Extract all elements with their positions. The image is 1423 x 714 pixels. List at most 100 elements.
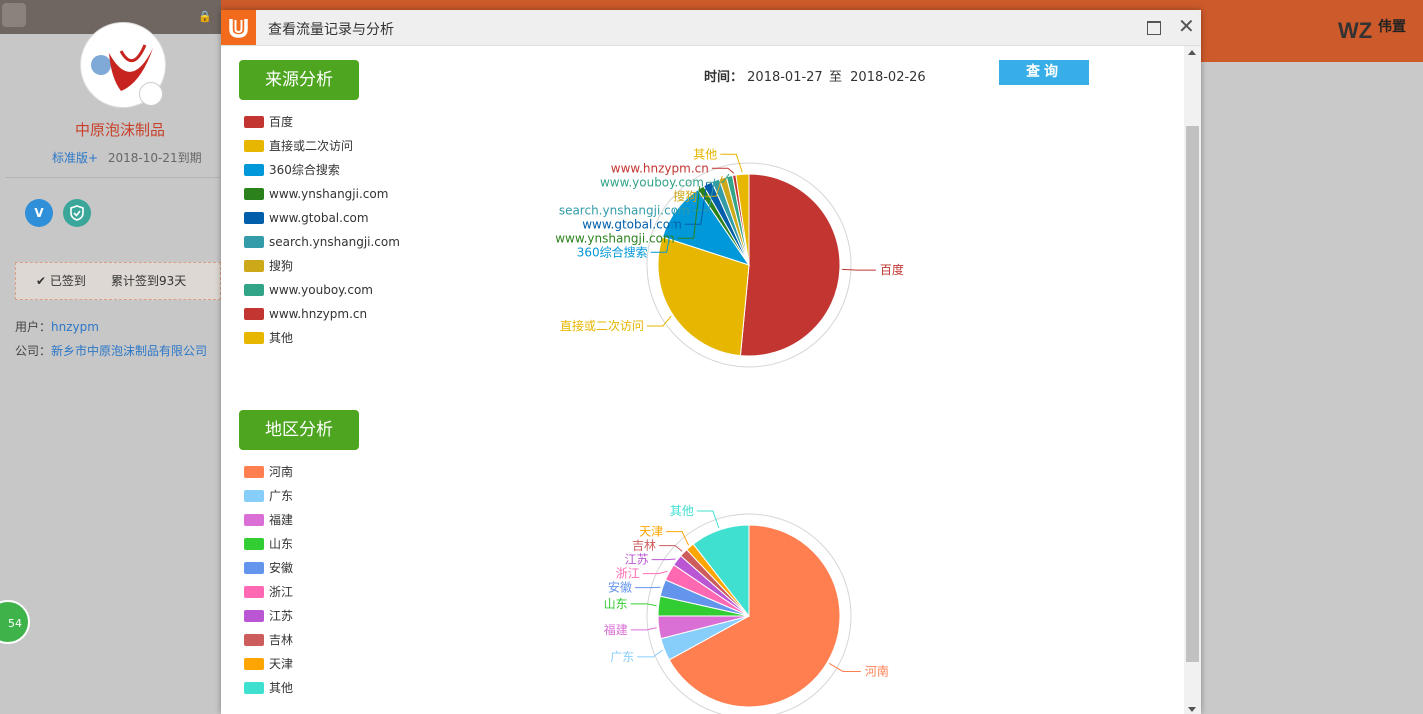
pie-charts: 百度其他www.hnzypm.cnwww.youboy.com搜狗search.…	[555, 147, 904, 714]
slice-label: 百度	[880, 262, 904, 277]
legend-item[interactable]: 江苏	[244, 604, 293, 628]
user-row: 用户：hnzypm	[15, 318, 99, 335]
checkin-status[interactable]: ✔ 已签到	[36, 274, 86, 288]
slice-label: 广东	[610, 650, 634, 664]
slice-label: 山东	[604, 597, 628, 611]
scroll-up-arrow-icon[interactable]	[1188, 50, 1196, 55]
legend-item[interactable]: www.hnzypm.cn	[244, 302, 400, 326]
legend-swatch	[244, 681, 264, 694]
pie-slice[interactable]	[692, 524, 750, 618]
slice-label: 天津	[639, 525, 663, 539]
pie-outer-ring	[646, 162, 852, 368]
legend-item[interactable]: 吉林	[244, 628, 293, 652]
slice-label: 直接或二次访问	[560, 318, 644, 333]
v-verify-icon[interactable]: V	[25, 199, 53, 227]
label-leader-line	[841, 268, 876, 271]
close-icon[interactable]: ✕	[1178, 14, 1195, 38]
pie-slice[interactable]	[668, 524, 841, 708]
legend-swatch	[244, 537, 264, 550]
legend-label: www.ynshangji.com	[269, 187, 389, 201]
user-label: 用户：	[15, 320, 52, 334]
legend-label: www.youboy.com	[269, 283, 373, 297]
legend-item[interactable]: 天津	[244, 652, 293, 676]
label-leader-line	[700, 175, 723, 197]
checkin-panel	[15, 262, 221, 300]
lock-icon[interactable]: 🔒	[198, 10, 212, 23]
legend-item[interactable]: 浙江	[244, 580, 293, 604]
end-date[interactable]: 2018-02-26	[850, 70, 926, 85]
slice-label: 安徽	[608, 580, 632, 595]
label-leader-line	[711, 167, 735, 174]
legend-label: 其他	[269, 331, 294, 345]
legend-item[interactable]: 河南	[244, 460, 293, 484]
legend-swatch	[244, 211, 264, 224]
region-analysis-tab[interactable]: 地区分析	[239, 410, 359, 450]
slice-label: 福建	[604, 622, 628, 637]
plan-label[interactable]: 标准版+	[52, 151, 99, 165]
slice-label: 搜狗	[673, 188, 697, 203]
start-date[interactable]: 2018-01-27	[747, 70, 823, 85]
slice-label: www.ynshangji.com	[555, 231, 674, 245]
company-logo-icon	[91, 44, 153, 91]
traffic-dialog: 查看流量记录与分析 ✕ 来源分析 时间： 2018-01-27 至 2018-0…	[221, 10, 1201, 714]
source-analysis-tab[interactable]: 来源分析	[239, 60, 359, 100]
legend-item[interactable]: search.ynshangji.com	[244, 230, 400, 254]
legend-swatch	[244, 465, 264, 478]
query-button[interactable]: 查询	[999, 60, 1089, 85]
time-label: 时间：	[704, 70, 744, 85]
legend-item[interactable]: 直接或二次访问	[244, 134, 400, 158]
label-leader-line	[828, 662, 861, 672]
legend-swatch	[244, 513, 264, 526]
to-label: 至	[829, 70, 843, 85]
time-range: 时间： 2018-01-27	[704, 66, 823, 85]
legend-label: 广东	[269, 489, 294, 503]
label-leader-line	[651, 558, 676, 561]
legend-swatch	[244, 283, 264, 296]
label-leader-line	[642, 570, 668, 575]
dialog-titlebar[interactable]: 查看流量记录与分析 ✕	[221, 10, 1201, 46]
legend-item[interactable]: 其他	[244, 326, 400, 350]
shield-icon[interactable]	[63, 199, 91, 227]
legend-item[interactable]: 360综合搜索	[244, 158, 400, 182]
legend-item[interactable]: www.gtobal.com	[244, 206, 400, 230]
legend-label: 山东	[269, 537, 294, 551]
scroll-thumb[interactable]	[1186, 126, 1199, 662]
pie-slice[interactable]	[657, 236, 750, 357]
legend-label: www.hnzypm.cn	[269, 307, 368, 321]
legend-item[interactable]: 安徽	[244, 556, 293, 580]
label-leader-line	[720, 153, 743, 173]
company-name: 中原泡沫制品	[74, 121, 165, 139]
pie-slice[interactable]	[735, 173, 750, 266]
label-leader-line	[706, 173, 730, 183]
app-logo-icon[interactable]	[2, 3, 26, 27]
slice-label: 浙江	[616, 567, 640, 581]
brand-logo[interactable]: WZ	[1338, 18, 1373, 43]
legend-item[interactable]: 其他	[244, 676, 293, 700]
legend-swatch	[244, 633, 264, 646]
user-value[interactable]: hnzypm	[51, 320, 99, 334]
legend-item[interactable]: 福建	[244, 508, 293, 532]
legend-label: 搜狗	[269, 259, 294, 273]
maximize-icon[interactable]	[1147, 21, 1161, 35]
legend-item[interactable]: www.youboy.com	[244, 278, 400, 302]
scroll-down-arrow-icon[interactable]	[1188, 707, 1196, 712]
company-label: 公司：	[15, 344, 52, 358]
legend-item[interactable]: 百度	[244, 110, 400, 134]
pie-slice[interactable]	[739, 173, 841, 357]
legend-swatch	[244, 115, 264, 128]
legend-swatch	[244, 163, 264, 176]
legend-label: 天津	[269, 657, 294, 671]
slice-label: www.gtobal.com	[582, 217, 682, 231]
legend-swatch	[244, 331, 264, 344]
plan-info: 标准版+ 2018-10-21到期	[52, 149, 202, 166]
scrollbar[interactable]	[1184, 46, 1201, 714]
legend-item[interactable]: www.ynshangji.com	[244, 182, 400, 206]
legend-item[interactable]: 搜狗	[244, 254, 400, 278]
company-value[interactable]: 新乡市中原泡沫制品有限公司	[51, 344, 208, 358]
divider	[5, 177, 220, 178]
label-leader-line	[659, 545, 683, 552]
legend-item[interactable]: 广东	[244, 484, 293, 508]
legend-label: 吉林	[269, 633, 294, 647]
legend-item[interactable]: 山东	[244, 532, 293, 556]
slice-label: 河南	[865, 663, 889, 678]
